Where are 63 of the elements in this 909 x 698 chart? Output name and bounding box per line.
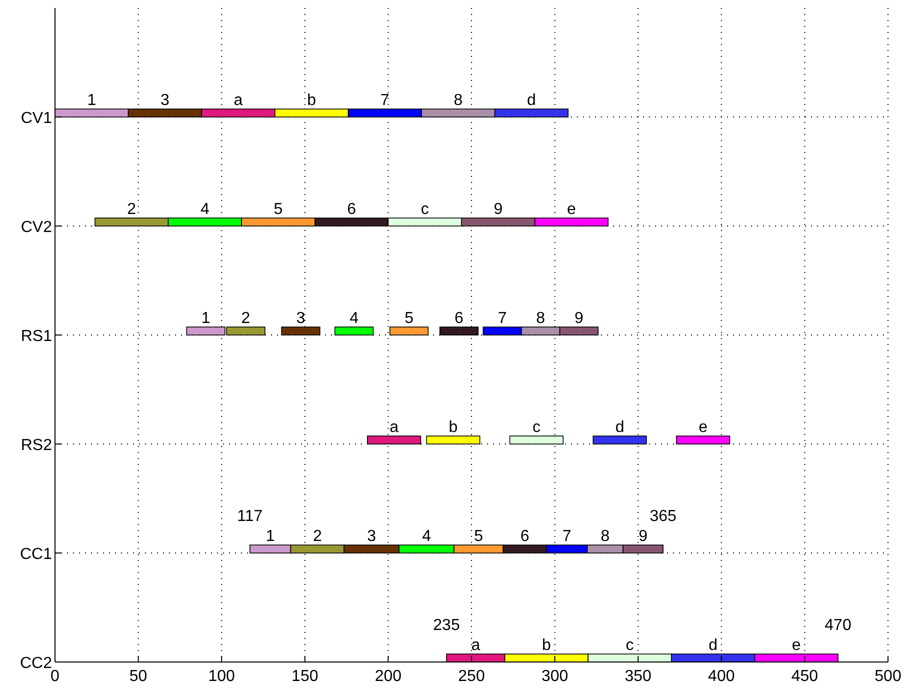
text: c xyxy=(532,419,540,436)
text: 2 xyxy=(312,528,322,545)
text: 6 xyxy=(520,528,530,545)
text: 5 xyxy=(474,528,484,545)
x-tick-label: 50 xyxy=(129,668,148,685)
text: e xyxy=(792,637,801,654)
annotation: 117 xyxy=(237,508,263,525)
y-tick-label: CC1 xyxy=(20,546,52,563)
x-tick-label: 300 xyxy=(541,668,568,685)
x-tick-label: 450 xyxy=(791,668,818,685)
text: b xyxy=(542,637,551,654)
series-label: e xyxy=(567,201,576,218)
text: 6 xyxy=(454,310,464,327)
x-tick-label: 150 xyxy=(292,668,318,685)
series-label: c xyxy=(420,201,429,218)
text: 5 xyxy=(404,310,414,327)
y-tick-label: RS1 xyxy=(20,328,52,345)
y-tick-label: RS2 xyxy=(20,437,52,454)
text: 8 xyxy=(536,310,546,327)
series-label: 9 xyxy=(494,201,503,218)
text: 3 xyxy=(367,528,376,545)
series-label: 1 xyxy=(87,92,96,109)
text: d xyxy=(708,637,718,654)
annotation: 235 xyxy=(433,617,460,634)
text: 4 xyxy=(422,528,431,545)
y-tick-label: CV2 xyxy=(20,219,52,236)
x-tick-label: 350 xyxy=(624,668,652,685)
text: 4 xyxy=(350,310,358,327)
text: 9 xyxy=(638,528,648,545)
text: e xyxy=(698,419,708,436)
x-tick-label: 100 xyxy=(208,668,236,685)
text: 7 xyxy=(498,310,507,327)
series-label: d xyxy=(527,92,536,109)
x-tick-label: 400 xyxy=(708,668,735,685)
series-label: 2 xyxy=(127,201,136,218)
x-tick-label: 0 xyxy=(50,668,60,685)
series-label: 3 xyxy=(160,92,170,109)
text: 7 xyxy=(562,528,572,545)
annotation: 365 xyxy=(650,508,677,525)
x-tick-label: 250 xyxy=(458,668,485,685)
series-label: 7 xyxy=(380,92,390,109)
text: a xyxy=(471,637,480,654)
annotation: 470 xyxy=(824,617,852,634)
x-tick-label: 500 xyxy=(874,668,902,685)
text: b xyxy=(448,419,458,436)
y-tick-label: CC2 xyxy=(20,655,52,672)
text: 9 xyxy=(574,310,584,327)
text: d xyxy=(615,419,624,436)
text: 2 xyxy=(241,310,250,327)
series-label: b xyxy=(307,92,316,109)
series-label: 4 xyxy=(200,201,210,218)
text: a xyxy=(390,419,398,436)
series-label: 5 xyxy=(274,201,283,218)
series-label: 6 xyxy=(347,201,356,218)
text: 1 xyxy=(266,528,275,545)
series-label: a xyxy=(234,92,243,109)
text: 8 xyxy=(600,528,610,545)
y-tick-label: CV1 xyxy=(20,110,52,127)
x-tick-label: 200 xyxy=(374,668,402,685)
text: c xyxy=(626,637,634,654)
text: 1 xyxy=(201,310,210,327)
text: 3 xyxy=(296,310,306,327)
series-label: 8 xyxy=(454,92,463,109)
